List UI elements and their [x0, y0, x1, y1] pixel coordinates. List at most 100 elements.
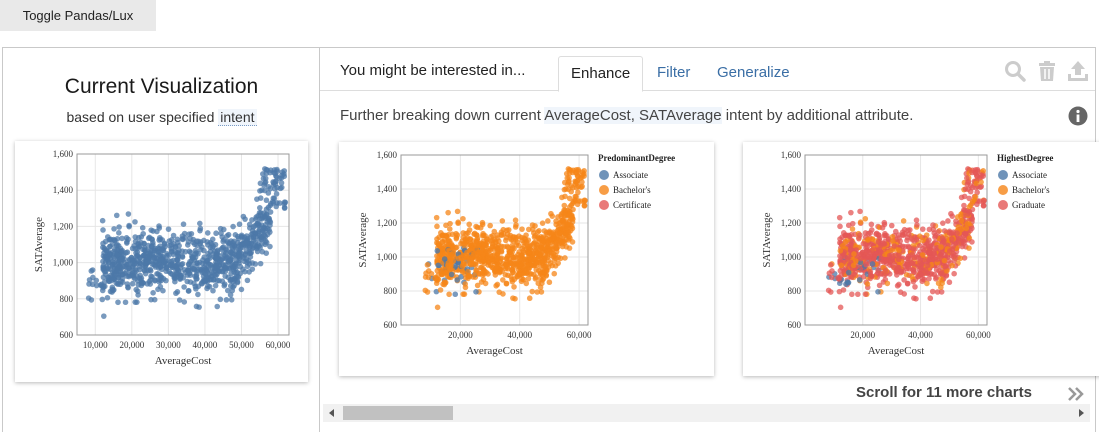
enhance-chart-card-highest-degree[interactable]: 600 800 1,000 1,200 1,400 1,600 20,000 40,000 60…: [743, 142, 1099, 376]
tab-filter[interactable]: Filter: [657, 64, 691, 81]
current-chart-card[interactable]: 600 800 1,000 1,200 1,400 1,600 10,000 20,000 30…: [15, 141, 308, 382]
data-point: [843, 281, 849, 287]
info-icon[interactable]: [1068, 106, 1088, 126]
data-point: [551, 270, 558, 277]
data-point: [494, 256, 501, 263]
data-point: [267, 243, 273, 250]
data-point: [566, 245, 573, 251]
lux-widget: Current Visualization based on user spec…: [2, 47, 1099, 432]
data-point: [564, 181, 571, 188]
data-point: [875, 239, 882, 245]
intent-link[interactable]: intent: [218, 109, 257, 126]
enhance-chart-card-predominant-degree[interactable]: 600 800 1,000 1,200 1,400 1,600 20,000 40,000 60…: [339, 142, 714, 376]
data-point: [862, 291, 869, 297]
data-point: [949, 262, 955, 269]
data-point: [256, 205, 263, 211]
data-point: [562, 255, 568, 261]
data-point: [462, 237, 469, 243]
data-point: [972, 193, 979, 200]
data-point: [148, 244, 155, 250]
data-point: [961, 240, 967, 246]
data-point: [170, 257, 177, 264]
trash-icon[interactable]: [1036, 60, 1058, 82]
data-point: [842, 232, 848, 239]
description-suffix: intent by additional attribute.: [721, 107, 914, 124]
data-point: [173, 270, 180, 277]
data-point: [212, 255, 219, 262]
data-point: [467, 247, 473, 253]
data-point: [895, 256, 902, 263]
data-point: [931, 250, 938, 257]
data-point: [262, 187, 268, 194]
data-point: [522, 258, 529, 265]
data-point: [919, 226, 926, 232]
data-point: [503, 280, 510, 287]
data-point: [134, 288, 141, 295]
data-point: [828, 274, 835, 281]
data-point: [228, 249, 234, 255]
data-point: [119, 247, 126, 254]
data-point: [273, 173, 279, 179]
y-tick-label: 1,200: [377, 218, 398, 228]
data-point: [537, 284, 544, 291]
data-point: [577, 198, 584, 204]
data-point: [232, 232, 239, 238]
data-point: [557, 255, 564, 262]
data-point: [447, 226, 453, 232]
y-tick-label: 800: [60, 294, 74, 304]
data-point: [125, 284, 131, 290]
data-point: [855, 291, 861, 298]
export-icon[interactable]: [1067, 60, 1089, 82]
toggle-pandas-lux-button[interactable]: Toggle Pandas/Lux: [0, 0, 156, 31]
data-point: [910, 269, 917, 276]
tab-enhance[interactable]: Enhance: [558, 56, 644, 92]
data-point: [148, 236, 155, 242]
data-point: [435, 262, 441, 269]
scroll-right-arrow-icon[interactable]: [1075, 407, 1087, 419]
data-point: [191, 266, 197, 272]
data-point: [217, 225, 224, 232]
y-axis-label: SATAverage: [761, 212, 773, 267]
data-point: [549, 236, 555, 242]
description-prefix: Further breaking down current: [340, 107, 545, 124]
data-point: [860, 254, 867, 261]
data-point: [538, 289, 545, 295]
data-point: [224, 287, 231, 294]
y-tick-label: 1,400: [377, 184, 398, 194]
data-point: [909, 273, 915, 280]
description-attributes: AverageCost, SATAverage: [544, 107, 722, 124]
data-point: [137, 255, 143, 261]
data-point: [849, 226, 856, 232]
search-icon[interactable]: [1004, 60, 1026, 82]
tab-generalize[interactable]: Generalize: [717, 64, 790, 81]
data-point: [566, 195, 573, 202]
x-tick-label: 60,000: [966, 330, 991, 340]
data-point: [949, 246, 956, 253]
data-point: [233, 257, 240, 264]
data-point: [458, 254, 464, 261]
data-point: [264, 231, 271, 238]
data-point: [126, 222, 132, 229]
data-point: [236, 247, 242, 253]
horizontal-scrollbar[interactable]: [323, 404, 1090, 422]
highest-degree-scatter-chart: 600 800 1,000 1,200 1,400 1,600 20,000 40,000 60…: [761, 150, 1053, 357]
scroll-left-arrow-icon[interactable]: [326, 407, 338, 419]
data-point: [840, 287, 847, 293]
data-point: [567, 209, 573, 215]
y-axis-label: SATAverage: [357, 212, 369, 267]
data-point: [938, 284, 944, 291]
data-point: [173, 290, 179, 297]
double-chevron-right-icon[interactable]: [1066, 384, 1086, 404]
data-point: [933, 266, 940, 273]
data-point: [541, 257, 548, 264]
scrollbar-thumb[interactable]: [343, 406, 453, 420]
data-point: [223, 297, 230, 303]
data-point: [201, 237, 207, 244]
data-point: [219, 234, 226, 240]
data-point: [533, 266, 540, 273]
data-point: [860, 274, 867, 280]
x-tick-label: 20,000: [119, 340, 144, 350]
data-point: [100, 227, 106, 233]
data-point: [880, 240, 887, 247]
data-point: [558, 213, 564, 219]
